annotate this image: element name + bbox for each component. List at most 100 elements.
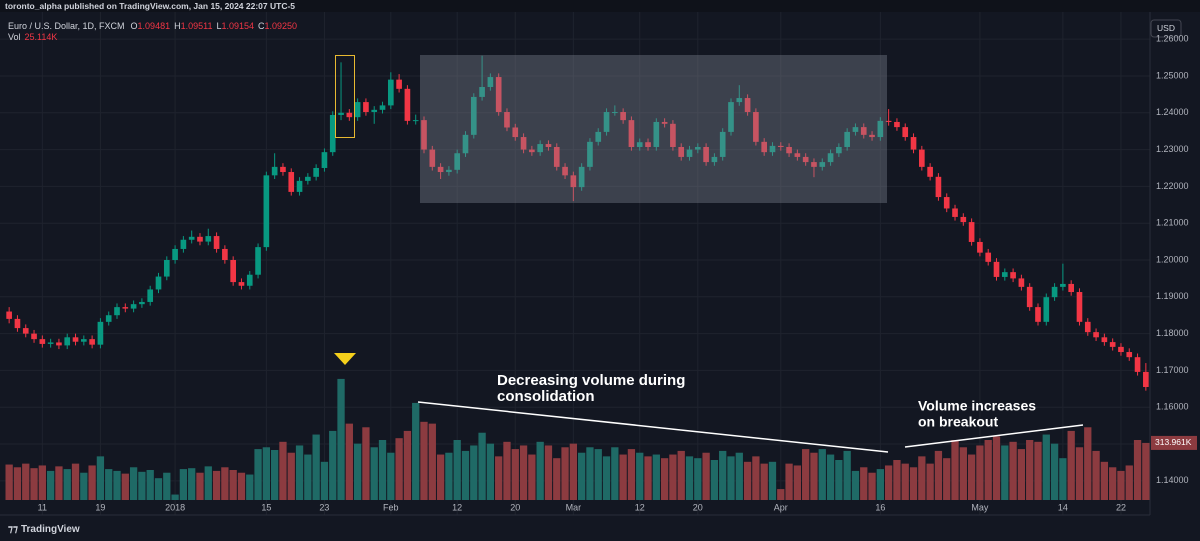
candle-body	[504, 112, 510, 128]
y-tick-label: 1.20000	[1156, 254, 1189, 264]
symbol: Euro / U.S. Dollar, 1D, FXCM	[8, 21, 125, 31]
volume-bar	[511, 449, 519, 500]
volume-bar	[345, 423, 353, 500]
volume-bar	[1026, 440, 1034, 500]
candle-body	[1101, 337, 1108, 343]
volume-bar	[337, 378, 345, 500]
candle-body	[769, 145, 776, 153]
candle-body	[396, 79, 402, 89]
x-tick-label: 20	[693, 502, 703, 512]
candle-body	[653, 121, 660, 147]
volume-bar	[121, 473, 129, 500]
y-tick-label: 1.26000	[1156, 34, 1189, 44]
volume-bar	[196, 472, 204, 500]
candle-body	[694, 146, 701, 150]
candle-body	[72, 337, 79, 342]
candle-body	[296, 180, 303, 192]
candle-body	[47, 342, 54, 344]
candle-body	[1109, 342, 1116, 347]
volume-bar	[229, 470, 237, 500]
top-strip	[0, 0, 1200, 12]
volume-bar	[55, 466, 63, 500]
brand-mark: ⁊⁊	[8, 524, 18, 535]
currency-label[interactable]: USD	[1157, 23, 1175, 33]
trend-line	[904, 424, 1084, 448]
candle-body	[213, 236, 220, 249]
volume-bar	[312, 434, 320, 500]
candle-body	[139, 301, 145, 305]
volume-bar	[851, 470, 860, 500]
candle-body	[603, 112, 610, 132]
candle-body	[985, 252, 992, 262]
volume-bar	[1009, 441, 1017, 500]
volume-bar	[561, 447, 569, 500]
volume-bar	[420, 421, 428, 500]
volume-bar	[934, 450, 943, 500]
candle-body	[64, 337, 71, 346]
candle-body	[885, 120, 892, 122]
volume-bar	[1117, 470, 1125, 500]
consolidation-box	[420, 55, 887, 203]
candle-body	[6, 311, 12, 319]
volume-bar	[461, 450, 470, 500]
candle-body	[180, 239, 187, 249]
candle-body	[329, 114, 336, 153]
candle-body	[852, 127, 859, 132]
brand: ⁊⁊ TradingView	[8, 524, 80, 535]
candle-body	[97, 321, 104, 345]
candle-body	[1068, 283, 1074, 293]
x-tick-label: May	[971, 502, 989, 512]
volume-bar	[926, 463, 934, 500]
candle-body	[977, 241, 983, 253]
candle-body	[761, 141, 768, 153]
ohlc-value: 1.09250	[265, 21, 298, 31]
volume-bar	[146, 470, 154, 500]
candle-body	[421, 120, 427, 150]
volume-bar	[1092, 450, 1100, 500]
volume-bar	[652, 454, 660, 500]
ohlc-value: 1.09154	[221, 21, 254, 31]
currency-button[interactable]	[1150, 19, 1182, 38]
volume-bar	[802, 449, 810, 500]
candle-body	[827, 153, 834, 163]
candle-body	[246, 274, 253, 286]
candle-body	[952, 208, 958, 217]
volume-bar	[710, 460, 719, 500]
candle-body	[578, 166, 585, 188]
volume-bar	[876, 469, 884, 500]
candle-body	[205, 236, 212, 242]
candle-body	[1035, 307, 1041, 322]
volume-bar	[835, 460, 843, 500]
volume-bar	[1034, 441, 1042, 500]
candle-body	[968, 222, 975, 242]
volume-bar	[271, 450, 279, 500]
candle-body	[1143, 371, 1149, 387]
volume-bar	[868, 472, 876, 500]
x-tick-label: 12	[452, 502, 462, 512]
volume-bar	[320, 461, 329, 500]
x-tick-label: 14	[1058, 502, 1068, 512]
candle-body	[470, 96, 477, 135]
candle-body	[255, 247, 261, 275]
volume-bar	[777, 489, 785, 500]
candle-body	[105, 315, 112, 322]
candle-body	[39, 339, 46, 344]
volume-bar	[660, 458, 669, 500]
candle-body	[1051, 286, 1058, 298]
y-tick-label: 1.17000	[1156, 365, 1189, 375]
volume-bar	[611, 447, 619, 500]
x-tick-label: 22	[1116, 502, 1126, 512]
volume-bar	[843, 450, 851, 500]
volume-bar	[669, 454, 677, 500]
volume-bar	[80, 472, 88, 500]
y-tick-label: 1.23000	[1156, 144, 1189, 154]
volume-bar	[96, 456, 105, 500]
candle-body	[811, 162, 817, 167]
candle-body	[147, 289, 154, 302]
volume-bar	[959, 447, 967, 500]
candle-body	[860, 127, 867, 135]
volume-bar	[353, 443, 362, 500]
volume-bar	[1067, 430, 1075, 500]
volume-bar	[138, 471, 146, 500]
plot-area	[0, 12, 1150, 515]
